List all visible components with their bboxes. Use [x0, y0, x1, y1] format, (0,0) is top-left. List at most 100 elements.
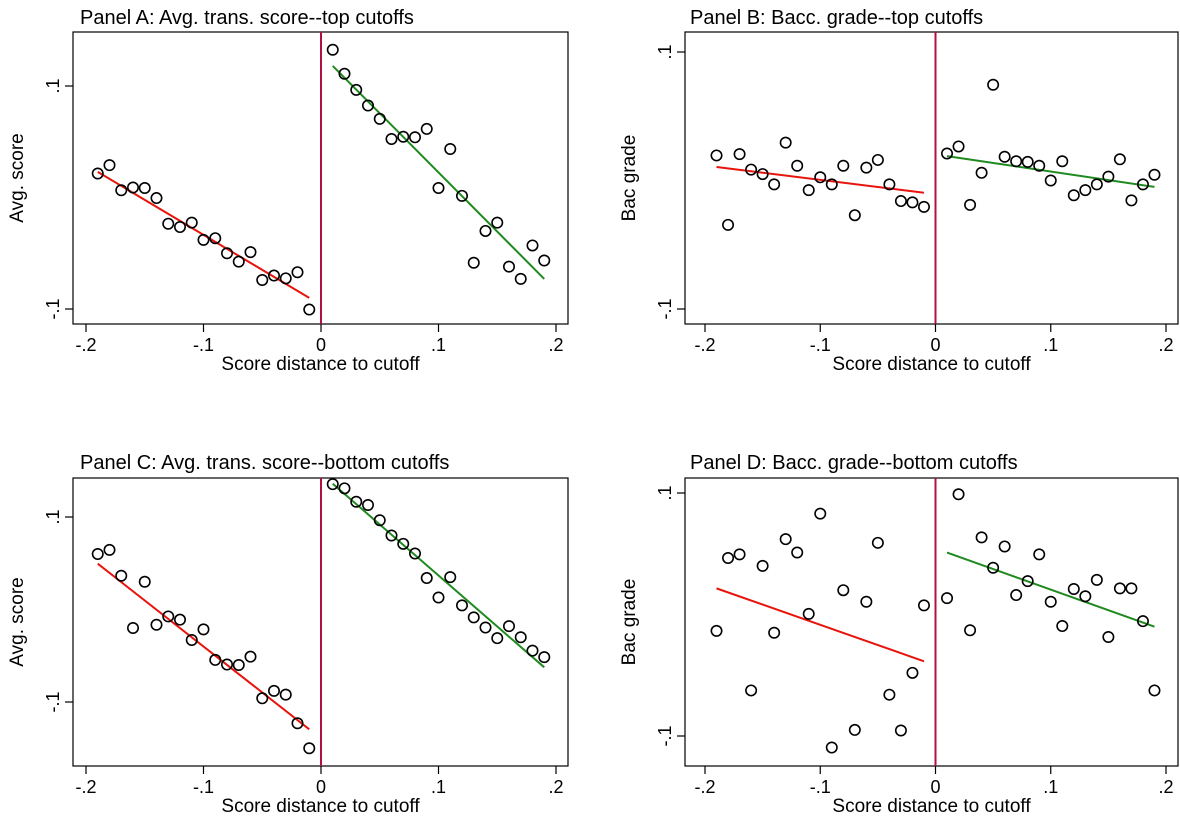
data-point: [1113, 582, 1126, 595]
plot-frame: [684, 31, 1179, 325]
data-point: [185, 216, 198, 229]
data-point: [244, 650, 257, 663]
data-point: [303, 303, 316, 316]
data-point: [837, 159, 850, 172]
x-tick-label: -.1: [810, 777, 831, 797]
x-tick-label: .1: [431, 777, 446, 797]
data-point: [848, 723, 861, 736]
data-point: [998, 540, 1011, 553]
data-point: [127, 181, 140, 194]
data-point: [837, 584, 850, 597]
data-point: [455, 189, 468, 202]
data-point: [756, 559, 769, 572]
data-point: [975, 166, 988, 179]
fit-line-left: [97, 562, 310, 731]
data-point: [361, 99, 374, 112]
data-point: [952, 140, 965, 153]
data-point: [291, 266, 304, 279]
data-point: [373, 112, 386, 125]
data-point: [420, 122, 433, 135]
data-point: [848, 209, 861, 222]
data-point: [326, 43, 339, 56]
data-point: [1113, 153, 1126, 166]
data-point: [1136, 178, 1149, 191]
data-point: [209, 653, 222, 666]
x-axis-label: Score distance to cutoff: [221, 354, 420, 375]
x-tick-label: .1: [1043, 777, 1058, 797]
data-point: [514, 272, 527, 285]
data-point: [385, 132, 398, 145]
data-point: [138, 182, 151, 195]
data-point: [1102, 170, 1115, 183]
data-point: [917, 599, 930, 612]
data-point: [1044, 595, 1057, 608]
data-point: [138, 575, 151, 588]
data-point: [127, 621, 140, 634]
data-point: [150, 618, 163, 631]
data-point: [964, 624, 977, 637]
data-point: [894, 195, 907, 208]
x-tick-label: -.2: [694, 777, 715, 797]
data-point: [987, 561, 1000, 574]
chart-title: Panel A: Avg. trans. score--top cutoffs: [80, 7, 414, 29]
x-tick-label: -.2: [75, 335, 96, 355]
x-axis-label: Score distance to cutoff: [832, 354, 1031, 375]
data-point: [197, 233, 210, 246]
x-tick-label: .2: [548, 335, 563, 355]
data-point: [232, 658, 245, 671]
data-point: [361, 498, 374, 511]
x-tick-label: .2: [1158, 777, 1173, 797]
data-point: [860, 161, 873, 174]
data-point: [894, 724, 907, 737]
data-point: [350, 495, 363, 508]
data-point: [1010, 589, 1023, 602]
y-tick-label: -.1: [43, 691, 63, 712]
data-point: [917, 200, 930, 213]
data-point: [802, 184, 815, 197]
data-point: [162, 610, 175, 623]
data-point: [408, 547, 421, 560]
data-point: [906, 666, 919, 679]
data-point: [350, 83, 363, 96]
data-point: [825, 178, 838, 191]
data-point: [1056, 620, 1069, 633]
data-point: [115, 569, 128, 582]
data-point: [1079, 590, 1092, 603]
data-point: [871, 153, 884, 166]
data-point: [987, 78, 1000, 91]
data-point: [162, 217, 175, 230]
panel-a: Panel A: Avg. trans. score--top cutoffs -…: [7, 7, 569, 375]
data-point: [802, 607, 815, 620]
data-point: [420, 572, 433, 585]
data-point: [197, 623, 210, 636]
data-point: [998, 150, 1011, 163]
data-point: [279, 688, 292, 701]
data-point: [397, 537, 410, 550]
y-axis-label: Bac grade: [619, 135, 640, 222]
data-point: [373, 514, 386, 527]
data-point: [338, 67, 351, 80]
panel-b: Panel B: Bacc. grade--top cutoffs -.2 -.1 0…: [619, 7, 1179, 375]
data-point: [174, 221, 187, 234]
data-point: [952, 488, 965, 501]
data-point: [791, 159, 804, 172]
data-point: [502, 260, 515, 273]
data-point: [779, 533, 792, 546]
panel-c: Panel C: Avg. trans. score--bottom cutof…: [7, 452, 569, 817]
data-point: [1148, 168, 1161, 181]
data-point: [115, 184, 128, 197]
data-point: [150, 192, 163, 205]
data-point: [432, 591, 445, 604]
data-point: [408, 131, 421, 144]
y-axis-label: Avg. score: [7, 577, 28, 666]
data-point: [1010, 155, 1023, 168]
x-tick-label: 0: [316, 777, 326, 797]
data-point: [185, 634, 198, 647]
data-point: [479, 224, 492, 237]
data-point: [941, 592, 954, 605]
data-point: [1067, 189, 1080, 202]
data-point: [209, 232, 222, 245]
data-point: [267, 684, 280, 697]
data-point: [479, 621, 492, 634]
